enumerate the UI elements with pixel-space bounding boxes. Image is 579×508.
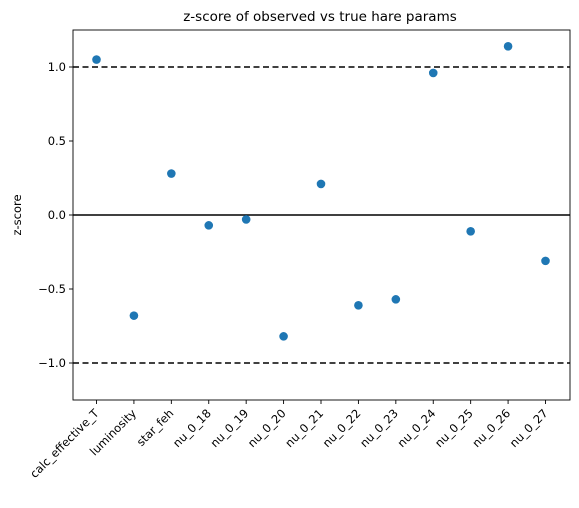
x-tick-label: nu_0_19 bbox=[207, 406, 251, 450]
data-point-nu_0_21 bbox=[316, 179, 326, 189]
data-point-nu_0_24 bbox=[428, 68, 438, 78]
data-point-nu_0_20 bbox=[279, 332, 288, 341]
y-tick-label: 0.5 bbox=[48, 134, 66, 148]
data-point-nu_0_27 bbox=[541, 256, 550, 266]
data-point-nu_0_25 bbox=[466, 226, 475, 236]
plot-area-frame bbox=[72, 29, 571, 401]
data-point-nu_0_22 bbox=[354, 300, 363, 310]
y-tick-label: 0.0 bbox=[48, 208, 66, 222]
data-point-luminosity bbox=[129, 311, 139, 320]
data-point-nu_0_23 bbox=[391, 295, 401, 304]
x-tick-label: nu_0_18 bbox=[170, 406, 214, 450]
data-point-star_feh bbox=[167, 169, 176, 178]
x-tick-label: nu_0_27 bbox=[507, 406, 551, 450]
x-tick-label: nu_0_21 bbox=[282, 406, 326, 450]
x-tick-label: nu_0_20 bbox=[245, 406, 289, 450]
y-tick-label: −1.0 bbox=[38, 356, 66, 370]
reference-lines bbox=[73, 66, 570, 364]
data-point-nu_0_18 bbox=[204, 221, 214, 230]
y-tick-label: 1.0 bbox=[48, 60, 66, 74]
x-axis-ticks: calc_effective_Tluminositystar_fehnu_0_1… bbox=[27, 400, 551, 481]
y-axis-label: z-score bbox=[10, 194, 24, 235]
chart-title: z-score of observed vs true hare params bbox=[183, 9, 457, 25]
x-tick-label: nu_0_22 bbox=[320, 406, 364, 450]
y-tick-label: −0.5 bbox=[38, 282, 66, 296]
x-tick-label: nu_0_26 bbox=[469, 406, 513, 450]
x-tick-label: nu_0_25 bbox=[432, 406, 476, 450]
data-point-nu_0_26 bbox=[503, 41, 513, 51]
data-point-calc_effective_T bbox=[92, 55, 101, 64]
data-points bbox=[92, 41, 550, 341]
x-tick-label: nu_0_23 bbox=[357, 406, 401, 450]
y-axis-ticks: −1.0 −0.5 0.0 0.5 1.0 bbox=[38, 60, 73, 370]
x-tick-label: star_feh bbox=[134, 406, 177, 449]
data-point-nu_0_19 bbox=[241, 215, 251, 224]
x-tick-label: nu_0_24 bbox=[395, 406, 439, 450]
